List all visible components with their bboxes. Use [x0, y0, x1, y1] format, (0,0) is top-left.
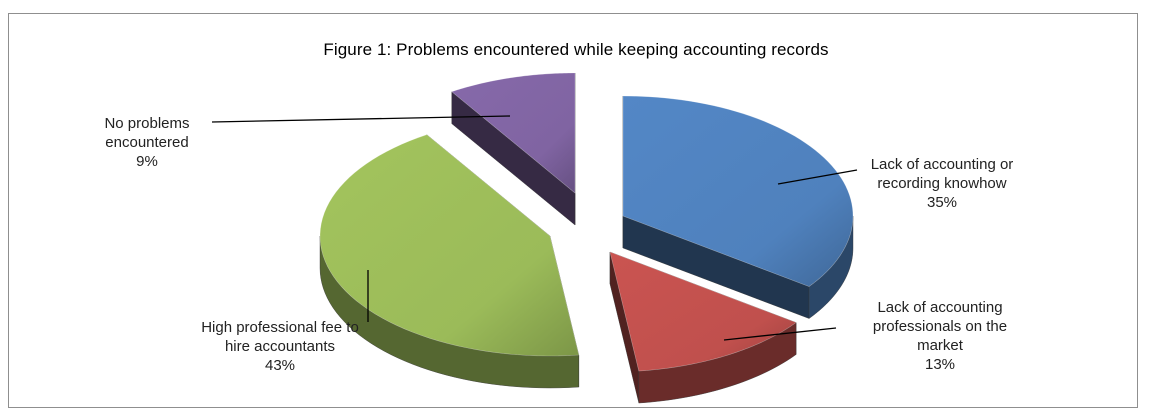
slice-pct: 9% — [136, 153, 158, 170]
slice-label-line: No problems — [104, 115, 190, 132]
slice-label-no-problems: No problems encountered 9% — [62, 114, 232, 171]
slice-pct: 35% — [926, 194, 958, 211]
slice-label-line: Lack of accounting or — [870, 156, 1014, 173]
slice-pct: 13% — [924, 356, 956, 373]
pie-slice-no-problems — [451, 72, 576, 194]
leader-line-professionals — [723, 327, 837, 341]
slice-label-professionals: Lack of accounting professionals on the … — [840, 298, 1040, 374]
slice-label-knowhow: Lack of accounting or recording knowhow … — [842, 155, 1042, 212]
slice-label-line: Lack of accounting — [877, 299, 1003, 316]
slice-label-line: High professional fee to — [201, 319, 359, 336]
pie-side-knowhow — [808, 215, 854, 319]
chart-title: Figure 1: Problems encountered while kee… — [323, 40, 829, 59]
slice-label-line: hire accountants — [224, 338, 336, 355]
pie-slice-fees — [319, 134, 580, 357]
slice-label-line: encountered — [105, 134, 189, 151]
slice-label-line: professionals on the — [872, 318, 1008, 335]
leader-line-knowhow — [777, 169, 858, 185]
slice-label-line: recording knowhow — [877, 175, 1007, 192]
pie-slice-knowhow — [622, 95, 854, 287]
slice-label-fees: High professional fee to hire accountant… — [160, 318, 400, 375]
slice-pct: 43% — [264, 357, 296, 374]
slice-label-line: market — [917, 337, 963, 354]
leader-line-no-problems — [211, 115, 511, 123]
